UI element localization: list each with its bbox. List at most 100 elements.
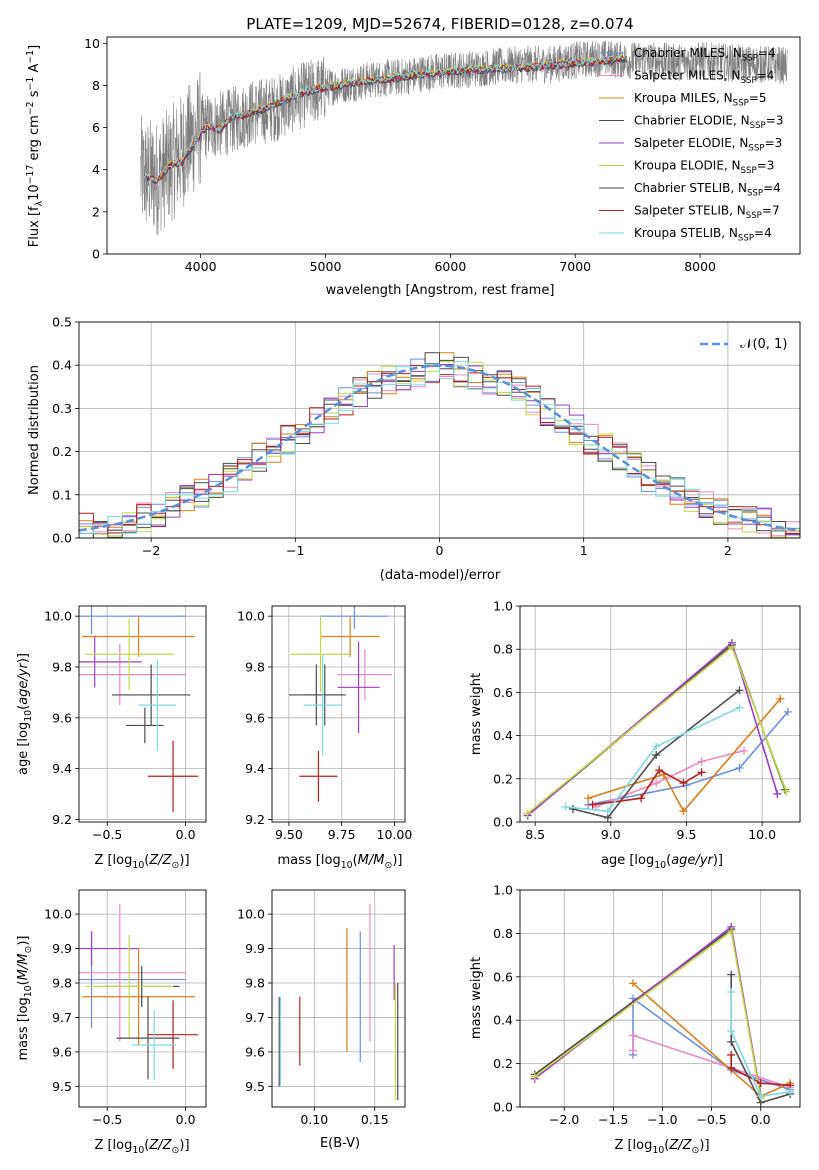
- label-part: Kroupa ELODIE, N: [634, 159, 741, 173]
- label-part: Z [log: [94, 1138, 132, 1153]
- data-point: [530, 1072, 539, 1081]
- y-tick-label: 1.0: [493, 883, 513, 898]
- data-point: [637, 794, 646, 803]
- label-part: Kroupa STELIB, N: [634, 226, 738, 240]
- label-part: 10: [27, 184, 42, 201]
- axes-frame: [271, 889, 406, 1108]
- x-axis-label: Z [log10(Z/Z⊙)]: [94, 853, 189, 871]
- x-tick-label: 1: [580, 543, 588, 558]
- label-part: Salpeter ELODIE, N: [634, 136, 748, 150]
- axes-age-vs-Z: −0.5 0.09.29.49.69.810.0Z [log10(Z/Z⊙)]ag…: [16, 605, 207, 871]
- data-point: [727, 1050, 736, 1059]
- label-part: (: [353, 853, 358, 868]
- axes-residuals: −2 −1 0 1 2 0.0 0.1 0.2 0.3 0.4 0.5 𝒩(0, 1) (data-mo…: [27, 315, 801, 583]
- x-tick-label: 9.50: [275, 827, 303, 842]
- x-tick-label: 2: [724, 543, 732, 558]
- data-point: [786, 1087, 795, 1096]
- x-tick-label: 0: [436, 543, 444, 558]
- y-tick-label: 6: [92, 120, 100, 135]
- data-point: [773, 789, 782, 798]
- observed-spectrum: [140, 40, 788, 236]
- y-tick-label: 9.6: [245, 1044, 265, 1059]
- weight-line: [572, 689, 740, 819]
- label-part: 10: [132, 1145, 144, 1156]
- data-point: [727, 643, 736, 652]
- y-tick-label: 9.6: [52, 710, 72, 725]
- x-tick-label: −0.5: [92, 1112, 122, 1127]
- label-part: 10: [132, 860, 144, 871]
- label-part: (: [144, 853, 149, 868]
- label-part: SSP: [750, 121, 766, 131]
- data-point: [603, 807, 612, 816]
- axes-frame: [519, 889, 801, 1108]
- x-axis-label: wavelength [Angstrom, rest frame]: [326, 283, 555, 298]
- label-part: Z/Z: [148, 1138, 172, 1153]
- data-point: [740, 746, 748, 755]
- x-tick-label: 9.75: [328, 827, 356, 842]
- data-point: [628, 1031, 637, 1040]
- label-part: age/yr: [16, 661, 31, 704]
- label-part: −17: [25, 165, 36, 185]
- data-point: [756, 1079, 765, 1088]
- label-part: Flux [f: [27, 206, 42, 247]
- label-part: s: [27, 90, 42, 101]
- axis-frame: −0.5 0.09.59.69.79.89.910.0Z [log10(Z/Z⊙)…: [16, 889, 207, 1156]
- label-part: −1: [25, 77, 36, 91]
- x-axis-label: E(B-V): [320, 1136, 360, 1151]
- data-point: [523, 809, 532, 818]
- label-part: SSP: [746, 211, 762, 221]
- label-part: =4: [758, 46, 776, 60]
- y-tick-label: 0: [92, 247, 100, 262]
- y-tick-label: 8: [92, 78, 100, 93]
- plot-area: [140, 40, 788, 236]
- data-point: [735, 764, 744, 772]
- label-part: Salpeter STELIB, N: [634, 204, 746, 218]
- label-part: )]: [713, 853, 723, 868]
- x-tick-label: −2.0: [549, 1112, 579, 1127]
- label-part: 10: [652, 1145, 664, 1156]
- axes-mass-vs-ebv: 0.10 0.15 9.5 9.6 9.7 9.8 9.9 10.0 E(B-V): [237, 889, 406, 1151]
- y-tick-label: 9.2: [245, 812, 265, 827]
- axes-frame: [78, 321, 801, 539]
- y-tick-label: 0.6: [493, 969, 513, 984]
- label-part: )]: [16, 936, 31, 946]
- label-part: Chabrier ELODIE, N: [634, 114, 750, 128]
- label-part: =4: [763, 181, 781, 195]
- label-part: age [log: [16, 722, 31, 775]
- y-tick-label: 2: [92, 204, 100, 219]
- axes-spectrum: 4000 5000 6000 7000 8000 0 2 4 6 8 10 wavelength [A…: [25, 36, 801, 298]
- y-tick-label: 9.6: [245, 710, 265, 725]
- plot-area: [530, 922, 795, 1107]
- y-tick-label: 0.4: [493, 1013, 513, 1028]
- model-spectrum: [144, 54, 627, 183]
- label-part: mass [log: [16, 997, 31, 1060]
- x-tick-label: 7000: [559, 259, 591, 274]
- y-tick-label: 0.4: [52, 358, 72, 373]
- y-tick-label: 0.6: [493, 685, 513, 700]
- x-tick-label: −0.5: [696, 1112, 726, 1127]
- label-part: 10: [23, 985, 34, 997]
- legend-entry: Kroupa ELODIE, NSSP=3: [634, 159, 774, 177]
- y-axis-label: mass weight: [469, 673, 484, 755]
- weight-line: [565, 706, 740, 813]
- x-tick-label: 9.0: [601, 827, 621, 842]
- data-point: [655, 766, 664, 775]
- data-point: [679, 807, 688, 816]
- plot-area: [79, 606, 199, 812]
- x-axis-label: age [log10(age/yr)]: [601, 853, 723, 871]
- y-tick-label: 9.4: [245, 761, 265, 776]
- label-part: age/yr: [671, 853, 714, 868]
- y-tick-label: 0.2: [52, 444, 72, 459]
- label-part: =3: [766, 114, 784, 128]
- label-part: =4: [757, 69, 775, 83]
- histogram-step: [79, 359, 800, 538]
- label-part: SSP: [733, 99, 749, 109]
- axis-frame: 4000 5000 6000 7000 8000 0 2 4 6 8 10 wavelength [A…: [25, 36, 801, 298]
- x-tick-label: −1.5: [598, 1112, 628, 1127]
- y-tick-label: 0.5: [52, 315, 72, 330]
- y-axis-label: mass [log10(M/M⊙)]: [16, 936, 34, 1061]
- y-tick-label: 9.8: [245, 976, 265, 991]
- y-tick-label: 9.6: [52, 1044, 72, 1059]
- label-part: ⊙: [692, 1145, 700, 1156]
